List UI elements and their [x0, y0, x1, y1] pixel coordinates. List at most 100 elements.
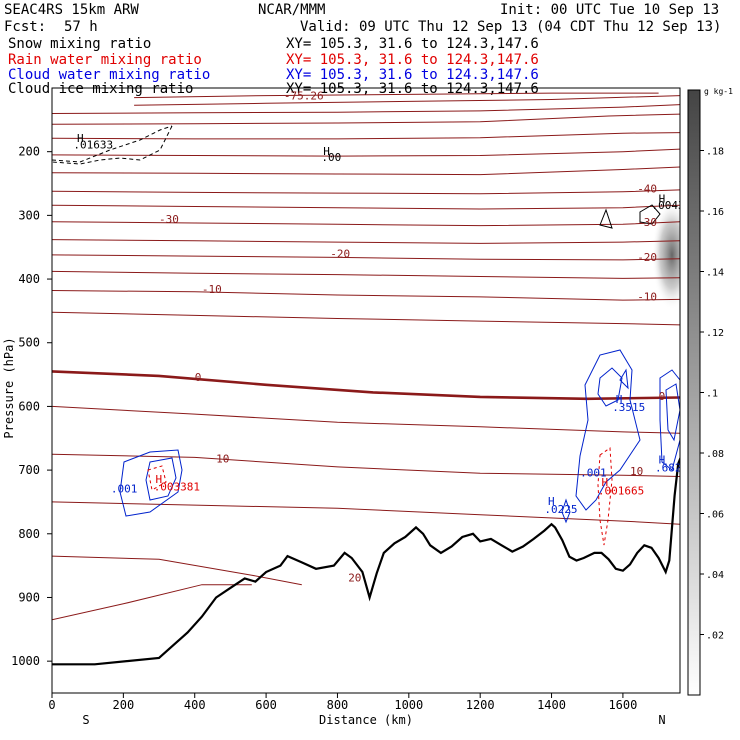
- forecast-hour: 57 h: [64, 19, 98, 35]
- temperature-contour: [52, 132, 680, 140]
- y-tick-label: 200: [18, 145, 40, 159]
- colorbar-tick-label: .1: [706, 389, 718, 400]
- x-tick-label: 1200: [466, 698, 495, 712]
- contour-label: -20: [637, 251, 657, 264]
- snow-contours: [52, 125, 661, 229]
- plot-area: H.01633 H.00H.00433-75.26-30 -30-40-20 -20-…: [52, 90, 692, 666]
- init-time: Init: 00 UTC Tue 10 Sep 13: [500, 2, 720, 18]
- cloud-contour: [575, 349, 641, 511]
- temperature-contours: [52, 92, 680, 621]
- contour-label: H: [77, 132, 84, 145]
- rain-contour: [147, 465, 167, 491]
- contour-label: -30: [637, 216, 657, 229]
- temperature-contour: [52, 555, 302, 586]
- y-axis: 200 300 400 500 600 700 800 900 1000: [11, 145, 52, 668]
- contour-label: -40: [637, 182, 657, 195]
- contour-label: .00433: [652, 199, 692, 212]
- y-tick-label: 600: [18, 399, 40, 413]
- colorbar-tick-label: .12: [706, 328, 724, 339]
- rain-contour: [597, 447, 613, 546]
- y-tick-label: 400: [18, 272, 40, 286]
- temperature-contour: [52, 311, 680, 326]
- contour-label: H: [659, 454, 666, 467]
- field-cloud-xy: XY= 105.3, 31.6 to 124.3,147.6: [286, 67, 539, 83]
- south-endpoint: S: [82, 713, 89, 727]
- contour-label: H: [616, 393, 623, 406]
- y-tick-label: 700: [18, 463, 40, 477]
- y-tick-label: 1000: [11, 654, 40, 668]
- contour-label: .3515: [612, 401, 645, 414]
- temperature-contour: [52, 370, 680, 401]
- rain-contours: [147, 447, 613, 546]
- terrain-line: [52, 456, 680, 666]
- temperature-contour: [52, 104, 680, 114]
- colorbar-fill: [687, 89, 701, 696]
- contour-label: H: [659, 193, 666, 206]
- contour-label: 0: [659, 390, 666, 403]
- snow-contour: [639, 204, 661, 225]
- x-tick-label: 1000: [394, 698, 423, 712]
- temperature-contour: [52, 501, 680, 525]
- temperature-contour: [52, 584, 252, 621]
- temperature-contour: [52, 239, 680, 244]
- contour-label: .682: [655, 461, 682, 474]
- field-cloud-name: Cloud water mixing ratio: [8, 67, 211, 83]
- colorbar-tick-label: .04: [706, 570, 724, 581]
- colorbar: g kg-1 .02 .04 .06 .08 .1 .12 .14 .16 .18: [687, 87, 733, 696]
- contour-label: 10: [630, 465, 643, 478]
- colorbar-tick-label: .08: [706, 449, 724, 460]
- contour-label: .0225: [544, 503, 577, 516]
- valid-time: Valid: 09 UTC Thu 12 Sep 13 (04 CDT Thu …: [300, 19, 722, 35]
- temperature-contour: [52, 453, 680, 477]
- temperature-contour: [52, 113, 680, 125]
- contour-label: 0: [195, 371, 202, 384]
- temperature-contour: [52, 254, 680, 261]
- contour-label: H: [602, 476, 609, 489]
- temperature-contour: [52, 405, 680, 434]
- temperature-contour: [52, 221, 680, 227]
- x-tick-label: 0: [48, 698, 55, 712]
- temperature-contour: [52, 148, 680, 157]
- field-ice-xy: XY= 105.3, 31.6 to 124.3,147.6: [286, 81, 539, 97]
- forecast-label: Fcst:: [4, 19, 47, 35]
- field-rain-xy: XY= 105.3, 31.6 to 124.3,147.6: [286, 52, 539, 68]
- contour-label: -10: [202, 283, 222, 296]
- x-axis: 0 200 400 600 800 1000 1200 1400 1600: [48, 693, 637, 712]
- temperature-contour: [52, 204, 680, 210]
- contour-label: .001665: [598, 484, 644, 497]
- model-title: SEAC4RS 15km ARW: [4, 2, 139, 18]
- cloud-contour: [597, 367, 623, 407]
- y-tick-label: 300: [18, 208, 40, 222]
- org-label: NCAR/MMM: [258, 2, 326, 18]
- colorbar-unit: g kg-1: [704, 87, 733, 96]
- contour-label: H: [156, 473, 163, 486]
- temperature-contour: [52, 166, 680, 176]
- y-axis-label: Pressure (hPa): [2, 337, 16, 438]
- field-rain-name: Rain water mixing ratio: [8, 52, 202, 68]
- x-axis-label: Distance (km): [319, 713, 413, 727]
- contour-label: -20: [330, 247, 350, 260]
- snow-contour: [599, 208, 613, 229]
- colorbar-tick-label: .16: [706, 207, 724, 218]
- y-tick-label: 900: [18, 590, 40, 604]
- y-tick-label: 500: [18, 336, 40, 350]
- field-snow-xy: XY= 105.3, 31.6 to 124.3,147.6: [286, 36, 539, 52]
- contour-label: -75.26: [284, 90, 324, 103]
- cloud-ice-maximum: [652, 200, 680, 310]
- snow-contour: [52, 125, 173, 163]
- x-tick-label: 1400: [537, 698, 566, 712]
- temperature-contour: [134, 95, 680, 106]
- cloud-contour: [145, 457, 177, 501]
- cloud-contour: [665, 383, 680, 442]
- cloud-contour: [561, 498, 571, 524]
- cloud-contour: [619, 368, 629, 390]
- contour-label: .01633: [73, 139, 113, 152]
- contour-label: .00: [321, 151, 341, 164]
- x-tick-label: 1600: [608, 698, 637, 712]
- temperature-contour: [134, 92, 659, 99]
- colorbar-tick-label: .14: [706, 268, 724, 279]
- contour-label: -10: [637, 291, 657, 304]
- x-tick-label: 200: [113, 698, 135, 712]
- contour-label: .003381: [154, 481, 200, 494]
